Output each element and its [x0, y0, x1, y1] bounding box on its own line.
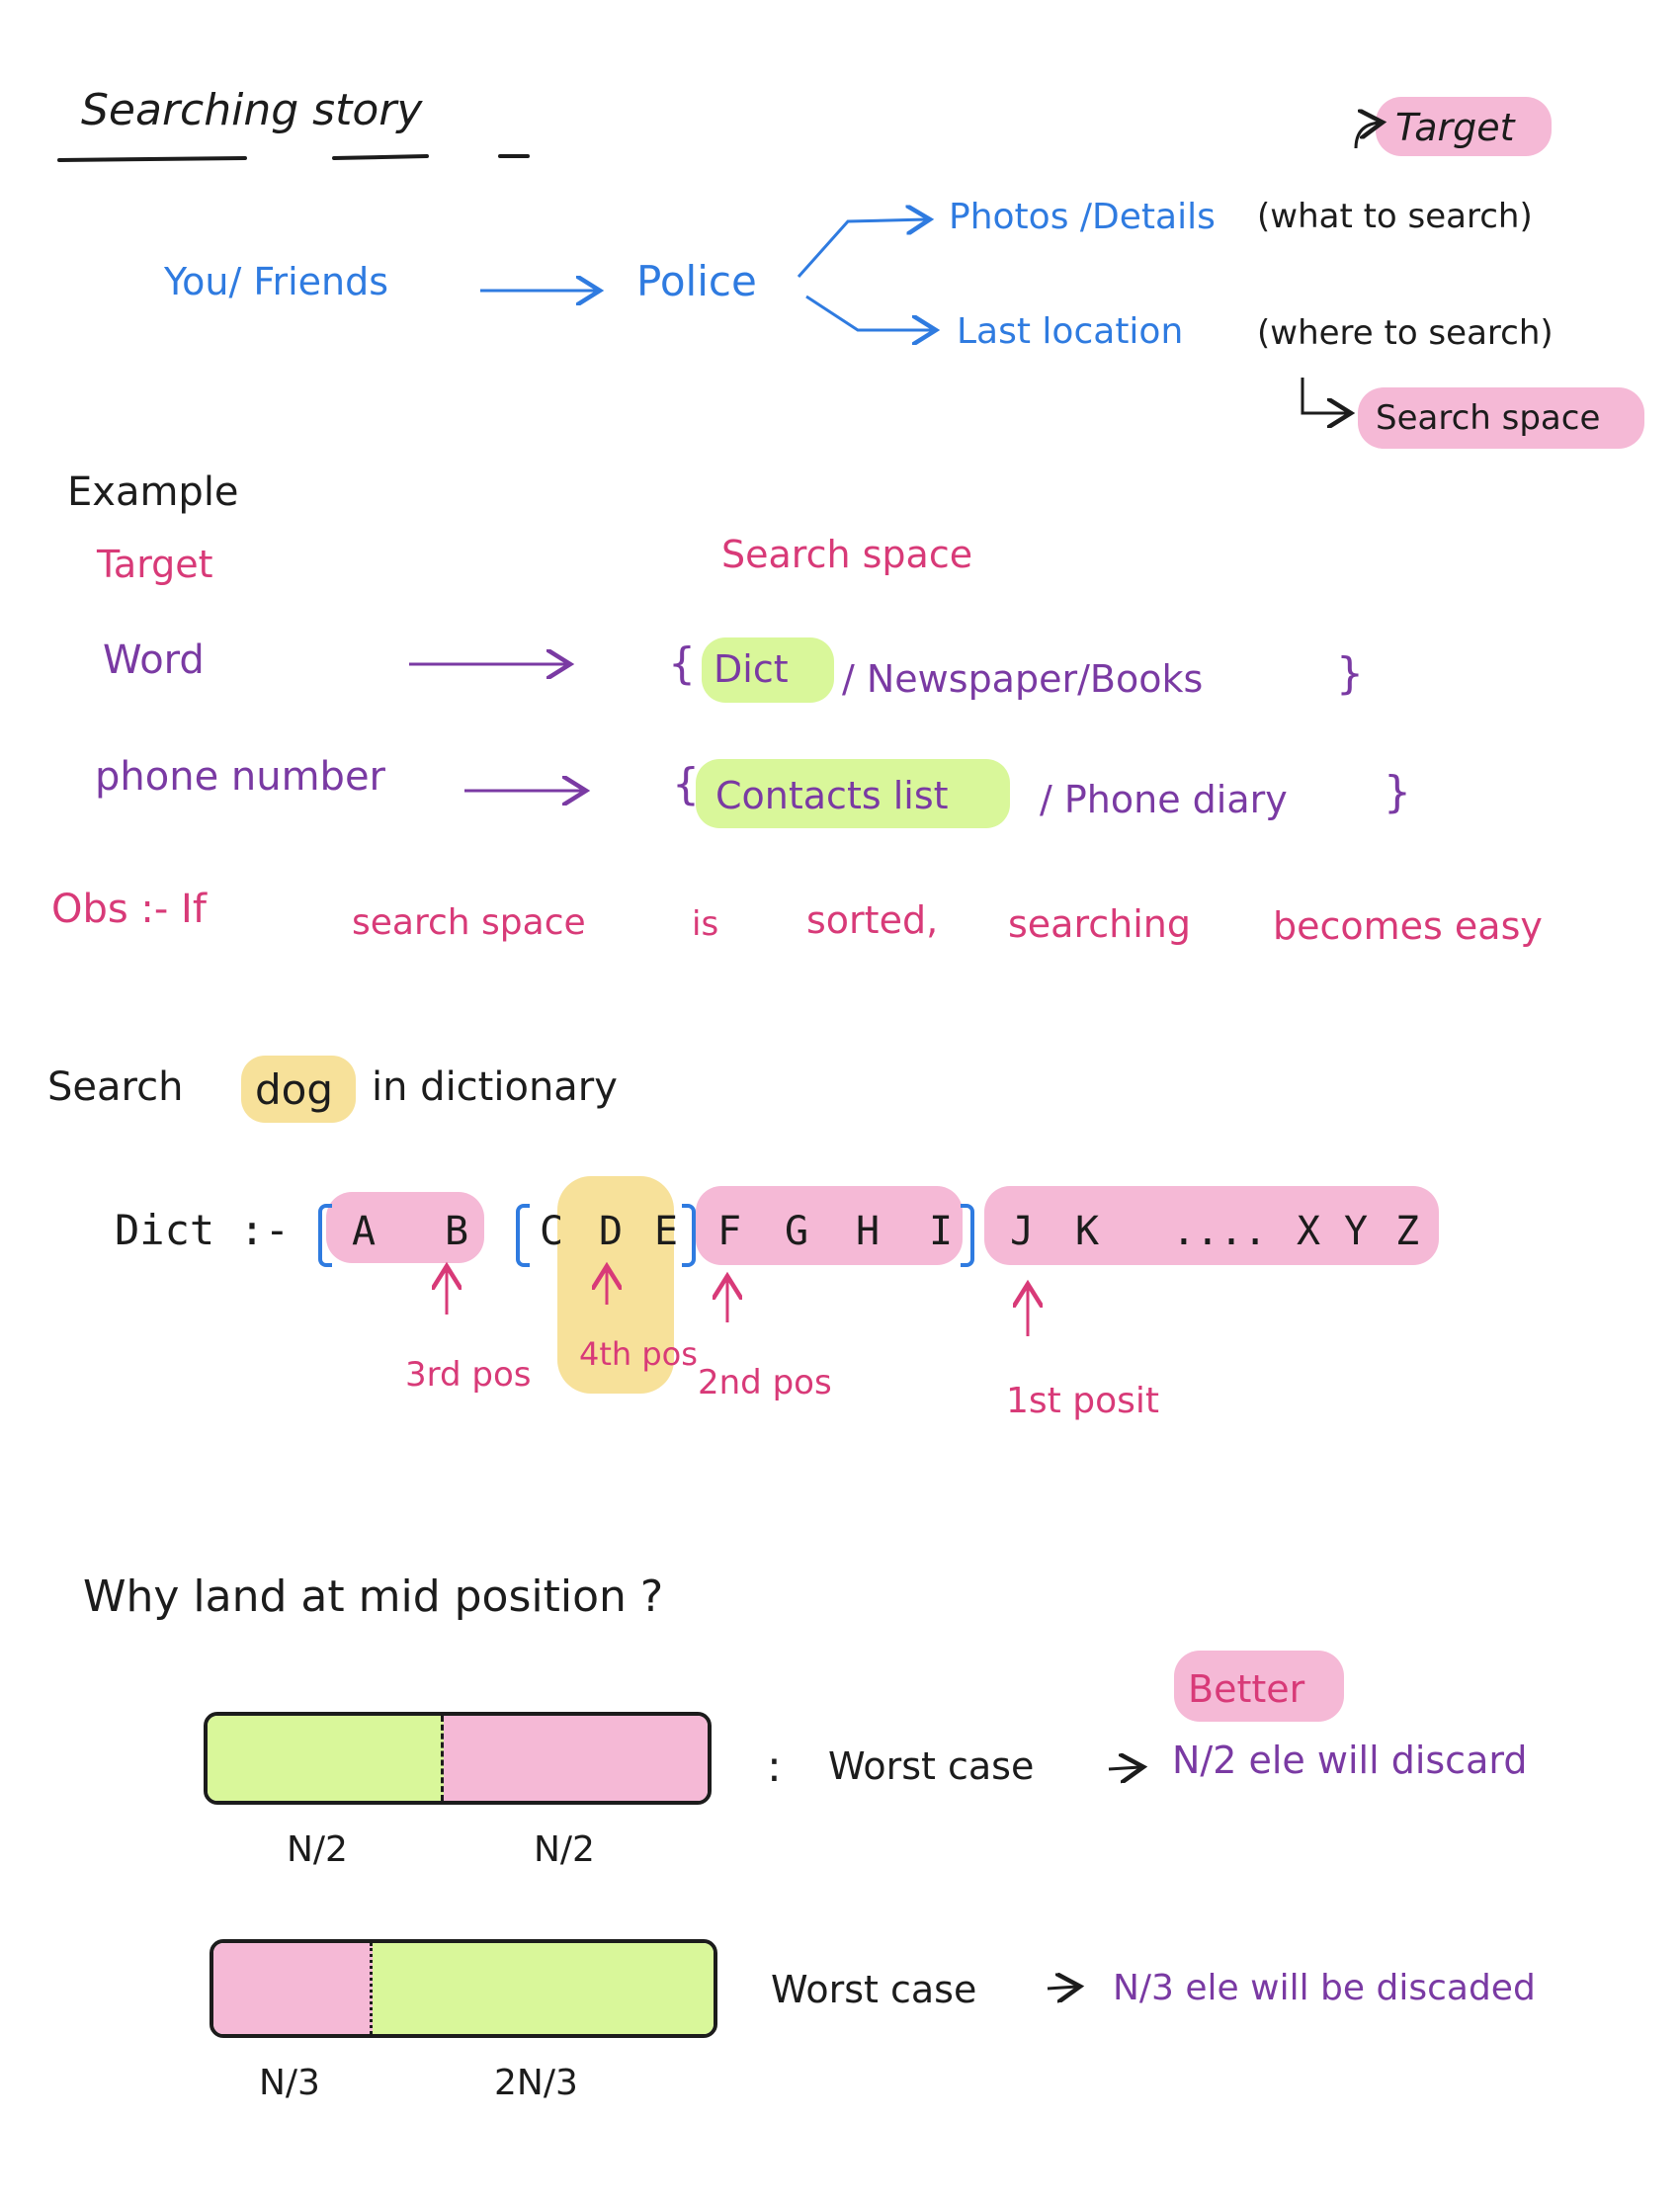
- dict-ellipsis: ....: [1171, 1209, 1268, 1254]
- jk-xyz-highlight: [984, 1186, 1439, 1265]
- col-target-label: Target: [97, 543, 213, 586]
- dict-letter: A: [351, 1209, 377, 1254]
- bar2-result: N/3 ele will be discaded: [1113, 1968, 1536, 2008]
- worst-arrow-2: [1047, 1987, 1077, 1989]
- pos-3rd-label: 3rd pos: [405, 1355, 532, 1395]
- bar-third-split: [210, 1939, 717, 2038]
- ab-highlight: [326, 1192, 484, 1263]
- dict-letter: Y: [1343, 1209, 1369, 1254]
- where-to-search-label: (where to search): [1257, 313, 1554, 353]
- dict-letter: B: [444, 1209, 469, 1254]
- bar1-left-segment: [208, 1716, 444, 1801]
- obs-becomes-easy: becomes easy: [1273, 904, 1543, 948]
- bar2-worst-case: Worst case: [771, 1968, 977, 2011]
- search-space-tag-highlight: [1358, 387, 1644, 449]
- row2-open-brace: {: [672, 759, 700, 809]
- obs-search-space: search space: [352, 902, 586, 943]
- dict-letter: F: [716, 1209, 742, 1254]
- obs-label: Obs :- If: [51, 887, 207, 932]
- pos-2nd-label: 2nd pos: [698, 1363, 832, 1402]
- dog-highlight: [241, 1056, 356, 1123]
- dict-letter: K: [1074, 1209, 1100, 1254]
- bar1-colon: :: [767, 1741, 782, 1792]
- obs-sorted: sorted,: [806, 898, 939, 942]
- bar2-left-segment: [213, 1943, 373, 2034]
- row2-target: phone number: [95, 754, 386, 800]
- bracket-close-cde: [682, 1204, 696, 1267]
- dict-letter: Z: [1394, 1209, 1420, 1254]
- dict-letter: D: [598, 1209, 624, 1254]
- arrow-police-to-photos: [797, 219, 927, 278]
- row2-contacts-list: Contacts list: [715, 774, 949, 817]
- example-heading: Example: [67, 469, 239, 515]
- obs-searching: searching: [1008, 902, 1191, 946]
- row2-rest: / Phone diary: [1040, 778, 1288, 821]
- dict-letter: H: [855, 1209, 881, 1254]
- row1-rest: / Newspaper/Books: [842, 657, 1204, 701]
- bar1-result: N/2 ele will discard: [1172, 1739, 1528, 1782]
- search-dog-word: dog: [255, 1065, 334, 1114]
- target-curve-arrow: [1354, 123, 1380, 149]
- search-dog-post: in dictionary: [372, 1064, 618, 1110]
- pos-1st-label: 1st posit: [1006, 1381, 1159, 1421]
- search-space-tag: Search space: [1376, 398, 1601, 438]
- police-label: Police: [636, 257, 757, 305]
- dict-letter: I: [928, 1209, 954, 1254]
- bracket-open-ab: [318, 1204, 332, 1267]
- pos-4th-label: 4th pos: [579, 1335, 698, 1373]
- col-search-space-label: Search space: [721, 533, 973, 576]
- bar1-right-segment: [444, 1716, 708, 1801]
- dict-letter: G: [784, 1209, 809, 1254]
- bar1-right-label: N/2: [534, 1829, 595, 1870]
- page-title: Searching story: [81, 85, 423, 135]
- row2-close-brace: }: [1384, 767, 1411, 817]
- obs-is: is: [692, 904, 719, 944]
- row1-open-brace: {: [668, 638, 696, 689]
- better-tag-highlight: [1174, 1651, 1344, 1722]
- bar1-worst-case: Worst case: [828, 1744, 1035, 1788]
- dict-letter: C: [539, 1209, 564, 1254]
- last-location-label: Last location: [957, 311, 1184, 352]
- bar2-right-segment: [373, 1943, 714, 2034]
- row1-dict: Dict: [714, 647, 789, 691]
- photos-details-label: Photos /Details: [949, 197, 1216, 237]
- title-underline-right: [332, 154, 429, 160]
- search-dog-pre: Search: [47, 1064, 184, 1110]
- dict-letter: X: [1296, 1209, 1321, 1254]
- dict-label: Dict :-: [115, 1206, 291, 1254]
- arrow-police-to-location: [805, 295, 933, 330]
- bar1-left-label: N/2: [287, 1829, 348, 1870]
- target-tag: Target: [1395, 106, 1515, 149]
- contacts-list-highlight: [696, 759, 1010, 828]
- why-question: Why land at mid position ?: [83, 1571, 664, 1622]
- bracket-close-fghi: [961, 1204, 974, 1267]
- bracket-open-cde: [516, 1204, 530, 1267]
- bar2-right-label: 2N/3: [494, 2063, 578, 2103]
- fghi-highlight: [696, 1186, 963, 1265]
- bar-half-split: [204, 1712, 712, 1805]
- dict-letter: J: [1009, 1209, 1035, 1254]
- dict-letter: E: [653, 1209, 679, 1254]
- worst-arrow-1: [1108, 1767, 1140, 1769]
- you-friends-label: You/ Friends: [164, 260, 389, 303]
- target-tag-highlight: [1376, 97, 1552, 156]
- dict-highlight: [702, 637, 834, 703]
- what-to-search-label: (what to search): [1257, 197, 1533, 236]
- title-underline-left: [57, 156, 247, 162]
- row1-target: Word: [103, 637, 205, 683]
- bar2-left-label: N/3: [259, 2063, 320, 2103]
- better-tag: Better: [1188, 1667, 1305, 1711]
- arrow-to-search-space: [1301, 378, 1348, 413]
- row1-close-brace: }: [1336, 648, 1364, 699]
